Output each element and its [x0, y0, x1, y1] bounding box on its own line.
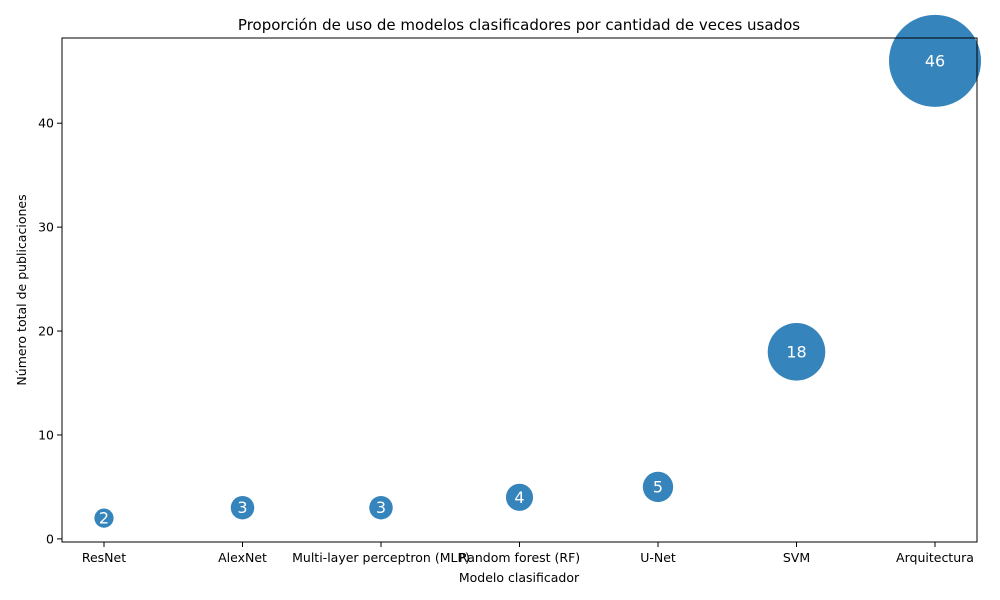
plot-frame	[61, 37, 978, 543]
x-tick-label: AlexNet	[218, 550, 267, 565]
y-axis-label: Número total de publicaciones	[14, 194, 29, 385]
chart-title: Proporción de uso de modelos clasificado…	[238, 16, 800, 34]
x-tick-label: U-Net	[640, 550, 676, 565]
bubble-point	[94, 508, 114, 528]
bubble-data-label: 3	[376, 498, 386, 517]
bubbles-layer: 2 3 3 4 5 18 46	[94, 14, 981, 528]
x-axis: ResNet AlexNet Multi-layer perceptron (MLP…	[82, 542, 974, 565]
y-tick-label: 30	[38, 220, 54, 235]
x-tick-label: SVM	[783, 550, 810, 565]
x-tick-label: Multi-layer perceptron (MLP)	[292, 550, 470, 565]
bubble-data-label: 46	[925, 51, 945, 70]
bubble-point	[230, 495, 255, 520]
bubble-data-label: 2	[99, 509, 109, 528]
bubble-data-label: 3	[237, 498, 247, 517]
bubble-point	[369, 495, 393, 520]
y-axis: 0 10 20 30 40	[38, 116, 62, 546]
x-tick-label: Random forest (RF)	[459, 550, 580, 565]
y-tick-label: 10	[38, 427, 54, 442]
bubble-point	[505, 483, 534, 511]
bubble-data-label: 18	[786, 342, 806, 361]
y-tick-label: 40	[38, 116, 54, 131]
y-tick-label: 20	[38, 324, 54, 339]
bubble-point	[767, 323, 826, 381]
bubble-data-label: 4	[514, 488, 524, 507]
bubble-data-label: 5	[653, 477, 663, 496]
bubble-point	[642, 471, 674, 503]
x-tick-label: ResNet	[82, 550, 126, 565]
x-tick-label: Arquitectura	[896, 550, 974, 565]
x-axis-label: Modelo clasificador	[459, 570, 580, 585]
y-tick-label: 0	[46, 531, 54, 546]
